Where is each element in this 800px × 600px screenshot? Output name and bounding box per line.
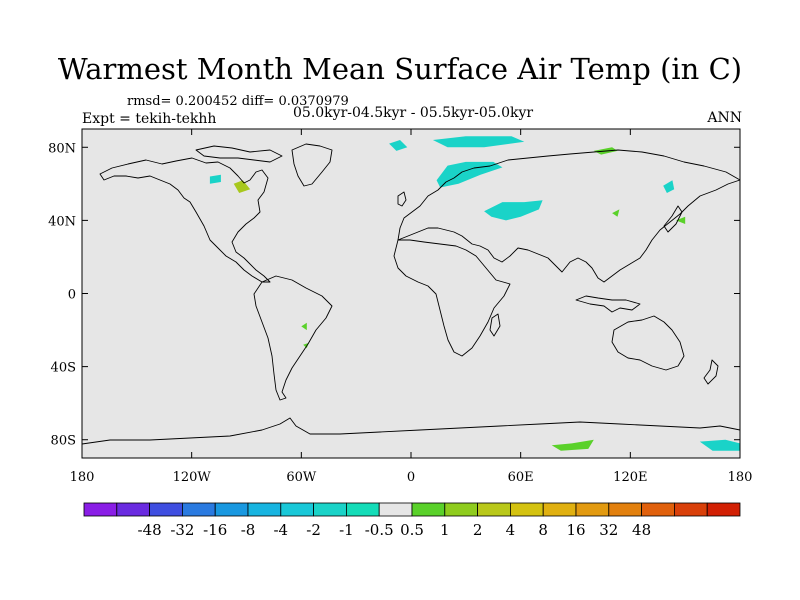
colorbar-swatch: [444, 502, 478, 517]
map-background: [82, 129, 740, 458]
colorbar-label: -32: [170, 521, 194, 539]
experiment-label: Expt = tekih-tekhh: [82, 111, 217, 127]
new-zealand-coast: [703, 359, 719, 385]
japan-coast: [663, 205, 683, 233]
colorbar-label: 8: [538, 521, 548, 539]
lat-tick-label: 80N: [48, 141, 76, 156]
anomaly-canada-warm: [233, 180, 251, 193]
lon-tick-label: 180: [728, 470, 753, 485]
eurasia-coast: [397, 149, 741, 283]
colorbar-swatch: [608, 502, 642, 517]
colorbar-label: 0.5: [400, 521, 424, 539]
colorbar-label: 1: [440, 521, 450, 539]
lat-tick-label: 80S: [51, 434, 76, 449]
uk-coast: [397, 191, 407, 207]
colorbar-swatch: [247, 502, 282, 517]
lon-tick-label: 120E: [613, 470, 647, 485]
lon-tick-label: 60W: [286, 470, 317, 485]
colorbar-label: -48: [138, 521, 162, 539]
colorbar-label: 4: [506, 521, 516, 539]
colorbar-swatch: [674, 502, 708, 517]
map-title: Warmest Month Mean Surface Air Temp (in …: [57, 52, 743, 86]
colorbar-swatch: [378, 502, 413, 517]
colorbar-swatch: [706, 502, 741, 517]
australia-coast: [611, 315, 685, 371]
rmsd-diff-stats: rmsd= 0.200452 diff= 0.0370979: [127, 94, 349, 109]
colorbar-label: -4: [273, 521, 288, 539]
colorbar-label: -0.5: [365, 521, 394, 539]
arctic-islands-coast: [195, 145, 283, 163]
colorbar-label: 16: [566, 521, 585, 539]
colorbar-swatch: [477, 502, 511, 517]
colorbar-swatch: [280, 502, 314, 517]
madagascar-coast: [489, 313, 501, 337]
colorbar-swatch: [149, 502, 183, 517]
season-label: ANN: [707, 110, 742, 126]
anomaly-svalbard-cool: [389, 140, 408, 151]
north-america-coast: [99, 157, 271, 283]
coastlines: [81, 143, 741, 459]
colorbar-label: -16: [203, 521, 227, 539]
colorbar-swatch: [641, 502, 675, 517]
anomaly-scandinavia-cool: [436, 161, 503, 188]
anomaly-eurasia-cool: [484, 200, 543, 221]
anomaly-mongolia-warm: [612, 209, 620, 217]
greenland-coast: [291, 143, 333, 187]
period-label: 05.0kyr-04.5kyr - 05.5kyr-05.0kyr: [293, 105, 534, 121]
lon-tick-label: 120W: [173, 470, 212, 485]
colorbar-swatch: [83, 502, 118, 517]
anomaly-kamchatka-cool: [663, 180, 675, 193]
colorbar: -48 -32 -16 -8 -4 -2 -1 -0.5 0.5 1 2 4 8 16 32 48: [83, 502, 741, 539]
colorbar-swatch: [542, 502, 577, 517]
indonesia-coast: [575, 295, 641, 313]
anomaly-antarctica-warm: [551, 439, 594, 451]
lon-tick-label: 180: [70, 470, 95, 485]
anomaly-ross-cool: [699, 439, 740, 451]
colorbar-label: -1: [339, 521, 354, 539]
map-axes: 80N 40N 0 40S 80S 180 120W 60W 0 60E 120E 180: [48, 129, 752, 485]
lat-tick-label: 0: [68, 288, 76, 303]
colorbar-swatch: [345, 502, 380, 517]
colorbar-label: -2: [306, 521, 321, 539]
colorbar-swatch: [411, 502, 446, 517]
anomaly-arctic-russia-cool: [432, 136, 525, 148]
anomaly-brazil-warm: [301, 322, 307, 331]
lat-tick-label: 40S: [51, 361, 76, 376]
anomaly-japan-warm: [676, 216, 686, 224]
africa-coast: [393, 239, 511, 357]
colorbar-label: 32: [599, 521, 618, 539]
lat-tick-label: 40N: [48, 214, 76, 229]
antarctica-coast: [81, 417, 741, 459]
anomaly-hudson-cool: [209, 174, 221, 184]
colorbar-label: 2: [473, 521, 483, 539]
colorbar-swatch: [509, 502, 544, 517]
south-america-coast: [253, 275, 333, 401]
colorbar-swatch: [116, 502, 151, 517]
anomaly-argentina-warm: [303, 342, 309, 349]
colorbar-label: -8: [241, 521, 256, 539]
anomaly-layer: [209, 136, 740, 451]
lon-tick-label: 60E: [508, 470, 534, 485]
colorbar-label: 48: [632, 521, 651, 539]
colorbar-swatch: [181, 502, 216, 517]
lon-tick-label: 0: [407, 470, 415, 485]
colorbar-swatch: [214, 502, 249, 517]
colorbar-swatch: [313, 502, 347, 517]
colorbar-swatch: [575, 502, 610, 517]
